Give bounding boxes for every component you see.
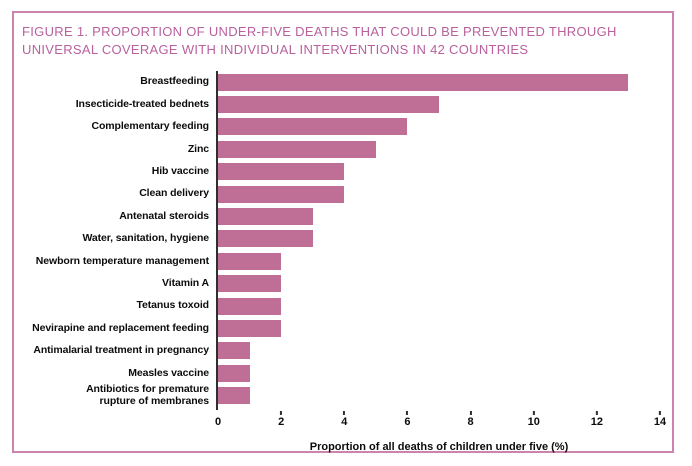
x-tick-mark xyxy=(469,410,472,415)
x-tick-label: 12 xyxy=(590,415,603,428)
bar-row xyxy=(218,317,660,339)
bar xyxy=(218,319,282,337)
category-label: Antibiotics for premature rupture of mem… xyxy=(86,383,209,407)
x-tick: 2 xyxy=(278,410,285,428)
x-tick-label: 10 xyxy=(527,415,540,428)
category-label: Antimalarial treatment in pregnancy xyxy=(33,344,209,357)
category-label: Insecticide-treated bednets xyxy=(75,97,209,110)
category-label: Breastfeeding xyxy=(140,75,209,88)
x-tick-label: 2 xyxy=(278,415,285,428)
bar-row xyxy=(218,138,660,160)
category-label: Vitamin A xyxy=(162,276,209,289)
category-label: Nevirapine and replacement feeding xyxy=(32,321,209,334)
x-tick: 10 xyxy=(527,410,540,428)
bar xyxy=(218,342,250,360)
category-label: Complementary feeding xyxy=(91,120,209,133)
bar-row xyxy=(218,93,660,115)
figure-frame: FIGURE 1. PROPORTION OF UNDER-FIVE DEATH… xyxy=(12,11,674,453)
x-tick-label: 4 xyxy=(341,415,348,428)
bar-row xyxy=(218,340,660,362)
category-label: Zinc xyxy=(187,142,209,155)
category-label: Antenatal steroids xyxy=(119,209,209,222)
bar xyxy=(218,297,282,315)
category-label: Water, sanitation, hygiene xyxy=(82,232,209,245)
category-label: Measles vaccine xyxy=(128,366,209,379)
category-label: Newborn temperature management xyxy=(35,254,209,267)
bar xyxy=(218,140,376,158)
bar xyxy=(218,364,250,382)
bar-row xyxy=(218,362,660,384)
bar-row xyxy=(218,71,660,93)
category-label: Tetanus toxoid xyxy=(136,299,210,312)
x-tick-mark xyxy=(343,410,346,415)
figure-title-line2: UNIVERSAL COVERAGE WITH INDIVIDUAL INTER… xyxy=(22,41,529,57)
x-tick-mark xyxy=(595,410,598,415)
x-tick: 8 xyxy=(467,410,474,428)
figure-title: FIGURE 1. PROPORTION OF UNDER-FIVE DEATH… xyxy=(22,23,662,58)
x-tick: 12 xyxy=(590,410,603,428)
bar xyxy=(218,230,313,248)
bar-row xyxy=(218,295,660,317)
x-axis: 0 2 4 6 8 10 12 14 xyxy=(215,410,666,429)
bar xyxy=(218,387,250,405)
plot-area xyxy=(216,71,660,410)
x-axis-title: Proportion of all deaths of children und… xyxy=(309,440,569,453)
x-tick-mark xyxy=(406,410,409,415)
x-tick-label: 8 xyxy=(467,415,474,428)
x-tick-mark xyxy=(659,410,661,415)
x-tick: 4 xyxy=(341,410,348,428)
bar-row xyxy=(218,205,660,227)
bar-row xyxy=(218,250,660,272)
x-tick: 0 xyxy=(215,411,221,428)
bar xyxy=(218,118,408,136)
bar xyxy=(218,163,345,181)
bar xyxy=(218,185,345,203)
bar-row xyxy=(218,273,660,295)
bar-row xyxy=(218,228,660,250)
plot-column: 0 2 4 6 8 10 12 14 Proportion of all deaths of … xyxy=(215,71,672,453)
x-tick-mark xyxy=(280,410,283,415)
figure-title-line1: FIGURE 1. PROPORTION OF UNDER-FIVE DEATH… xyxy=(22,24,617,39)
bar-row xyxy=(218,183,660,205)
bar xyxy=(218,96,439,114)
bar xyxy=(218,252,282,270)
bar-row xyxy=(218,384,660,406)
category-label: Hib vaccine xyxy=(151,164,209,177)
bar xyxy=(218,73,629,91)
x-tick: 6 xyxy=(404,410,411,428)
category-labels-column: Breastfeeding Insecticide-treated bednets… xyxy=(14,71,216,453)
x-tick-label: 14 xyxy=(653,415,667,428)
bar xyxy=(218,208,313,226)
x-tick: 14 xyxy=(653,410,667,428)
bar-row xyxy=(218,161,660,183)
category-label: Clean delivery xyxy=(139,187,209,200)
x-tick-label: 6 xyxy=(404,415,411,428)
bar-row xyxy=(218,116,660,138)
x-tick-label: 0 xyxy=(214,415,222,428)
bar xyxy=(218,275,282,293)
x-tick-mark xyxy=(532,410,535,415)
bar-chart: Breastfeeding Insecticide-treated bednets… xyxy=(14,71,672,453)
